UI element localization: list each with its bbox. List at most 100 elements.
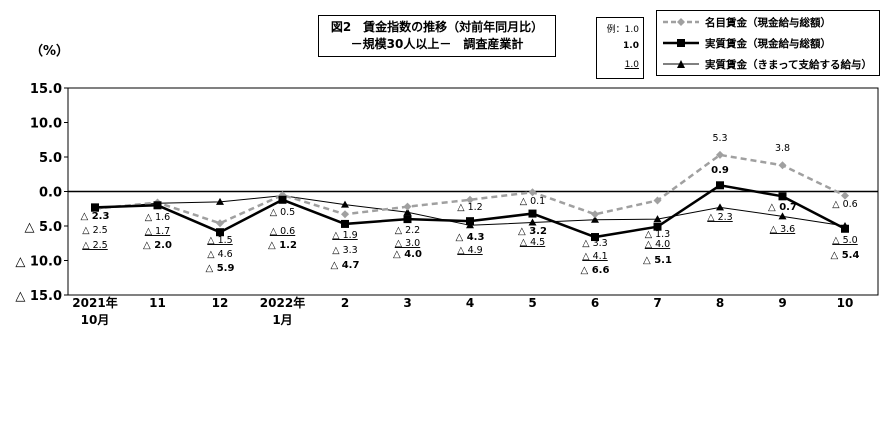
marker-fixed xyxy=(528,218,537,226)
x-tick-label: 5 xyxy=(528,296,536,310)
y-unit-label: （%） xyxy=(30,44,70,59)
marker-real xyxy=(591,233,599,242)
marker-real xyxy=(91,203,99,212)
data-label-nominal: △ 2.5 xyxy=(82,225,107,236)
marker-real xyxy=(466,217,474,226)
legend-swatch-fixed xyxy=(663,60,699,68)
x-tick-label: 4 xyxy=(466,296,474,310)
marker-real xyxy=(716,181,724,190)
legend-label-real: 実質賃金（現金給与総額） xyxy=(705,38,831,50)
x-tick-label: 2 xyxy=(341,296,349,310)
data-label-fixed: △ 0.6 xyxy=(270,226,295,237)
x-tick-label: 7 xyxy=(653,296,661,310)
marker-real xyxy=(341,219,349,228)
chart-title-line1: 図2 賃金指数の推移（対前年同月比） xyxy=(330,20,544,34)
chart-title-line2: －規模30人以上－ 調査産業計 xyxy=(350,37,524,51)
data-label-real: △ 5.1 xyxy=(643,255,672,266)
data-label-real: △ 2.0 xyxy=(143,240,172,251)
marker-fixed xyxy=(403,208,412,216)
data-labels: △ 2.5 △ 2.3 △ 2.5 △ 1.6 △ 2.0 △ 1.7 △ 4.6 △ 5.9… xyxy=(81,133,860,276)
data-label-nominal: △ 4.6 xyxy=(207,249,232,260)
data-label-nominal: △ 0.6 xyxy=(832,199,857,210)
marker-real xyxy=(403,215,412,224)
example-real-value: 1.0 xyxy=(623,41,639,51)
y-tick-label: △ 10.0 xyxy=(15,255,62,270)
data-label-real: △ 2.3 xyxy=(81,211,110,222)
legend-label-nominal: 名目賃金（現金給与総額） xyxy=(705,17,831,29)
data-label-fixed: △ 1.9 xyxy=(332,230,357,241)
data-label-fixed: △ 1.5 xyxy=(207,235,232,246)
marker-fixed xyxy=(653,215,662,223)
x-tick-label: 10 xyxy=(837,296,854,310)
data-label-nominal: 5.3 xyxy=(712,133,727,144)
data-label-nominal: △ 3.3 xyxy=(332,245,357,256)
x-tick-label-line: 10月 xyxy=(81,313,110,327)
marker-nominal xyxy=(653,196,662,205)
example-fixed-value: 1.0 xyxy=(624,60,639,70)
data-label-fixed: △ 3.0 xyxy=(395,238,420,249)
marker-fixed xyxy=(778,212,787,220)
x-tick-label-line: 2022年 xyxy=(260,295,305,310)
marker-real xyxy=(653,222,662,231)
legend-swatch-nominal xyxy=(663,18,699,26)
data-label-real: △ 0.7 xyxy=(768,202,797,213)
marker-fixed xyxy=(216,197,224,205)
x-tick-label: 9 xyxy=(778,296,786,310)
legend-swatch-real xyxy=(663,39,699,47)
marker-fixed xyxy=(716,203,724,211)
data-label-fixed: △ 4.5 xyxy=(520,237,545,248)
data-label-nominal: 3.8 xyxy=(775,143,790,154)
marker-fixed xyxy=(341,200,349,208)
data-label-real: △ 3.2 xyxy=(518,226,547,237)
x-tick-label-line: 9 xyxy=(778,296,786,310)
marker-nominal xyxy=(403,202,412,211)
marker-nominal xyxy=(341,210,349,219)
data-label-fixed: △ 1.7 xyxy=(145,226,170,237)
series-layer xyxy=(91,150,849,242)
data-label-fixed: △ 2.3 xyxy=(707,212,732,223)
x-tick-label: 2021年 10月 xyxy=(72,295,117,327)
legend-label-fixed: 実質賃金（きまって支給する給与） xyxy=(705,59,873,71)
marker-real xyxy=(278,195,287,204)
data-label-fixed: △ 4.9 xyxy=(457,245,482,256)
y-tick-label: △ 15.0 xyxy=(15,289,62,304)
data-label-real: △ 5.4 xyxy=(831,250,860,261)
marker-nominal xyxy=(778,161,787,170)
data-label-fixed: △ 5.0 xyxy=(832,235,857,246)
x-tick-label-line: 6 xyxy=(591,296,599,310)
x-tick-label: 2022年 1月 xyxy=(260,295,305,327)
example-box: 例：1.0 1.0 1.0 xyxy=(596,17,644,79)
y-axis: 15.0 10.0 5.0 0.0 △ 5.0 △ 10.0 △ 15.0 xyxy=(15,82,68,304)
marker-nominal xyxy=(591,210,599,219)
chart-title: 図2 賃金指数の推移（対前年同月比） －規模30人以上－ 調査産業計 xyxy=(318,15,556,57)
x-axis: 2021年 10月 11 12 2022年 1月 2 3 4 5 6 7 8 9 10 xyxy=(72,295,853,327)
x-tick-label-line: 8 xyxy=(716,296,724,310)
x-tick-label: 6 xyxy=(591,296,599,310)
marker-nominal xyxy=(841,191,849,200)
marker-real xyxy=(216,228,224,237)
x-tick-label-line: 3 xyxy=(403,296,411,310)
x-tick-label-line: 10 xyxy=(837,296,854,310)
example-prefix: 例： xyxy=(606,25,625,35)
marker-real xyxy=(841,224,849,233)
x-tick-label: 3 xyxy=(403,296,411,310)
data-label-fixed: △ 3.6 xyxy=(770,224,795,235)
marker-real xyxy=(778,192,787,201)
example-nominal-value: 1.0 xyxy=(624,25,639,35)
y-tick-label: △ 5.0 xyxy=(24,220,62,235)
x-tick-label: 8 xyxy=(716,296,724,310)
data-label-nominal: △ 0.5 xyxy=(270,207,295,218)
data-label-real: △ 4.0 xyxy=(393,249,422,260)
y-tick-label: 15.0 xyxy=(30,82,62,97)
x-tick-label: 12 xyxy=(212,296,229,310)
marker-nominal xyxy=(466,195,474,204)
marker-nominal xyxy=(716,150,724,159)
data-label-real: △ 6.6 xyxy=(581,265,610,276)
example-row-nominal: 例：1.0 xyxy=(607,22,639,35)
data-label-real: △ 1.2 xyxy=(268,240,297,251)
x-tick-label-line: 5 xyxy=(528,296,536,310)
data-label-nominal: △ 3.3 xyxy=(582,238,607,249)
x-tick-label-line: 1月 xyxy=(272,313,292,327)
marker-fixed xyxy=(591,215,599,223)
